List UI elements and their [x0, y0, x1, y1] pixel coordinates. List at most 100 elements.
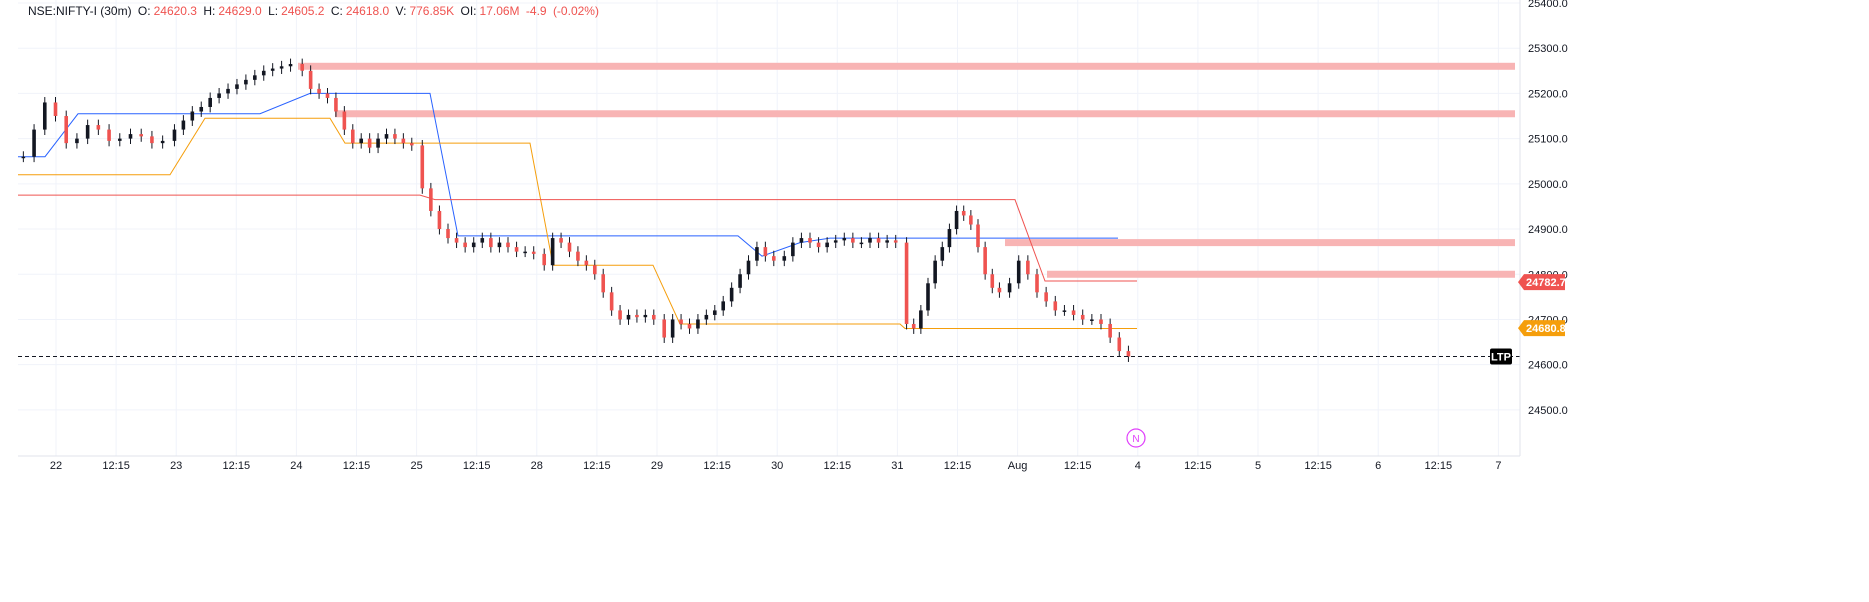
candle-body [150, 136, 154, 144]
candle-body [53, 102, 58, 117]
ltp-tag-label: LTP [1491, 352, 1511, 364]
change-percent: (-0.02%) [552, 4, 599, 18]
candle-body [317, 88, 321, 94]
price-axis[interactable]: 25400.0 25300.0 25200.0 25100.0 25000.0 24900… [1519, 0, 1568, 456]
candle-body [75, 138, 79, 144]
candle-body [584, 260, 589, 266]
time-tick-label: 12:15 [1184, 460, 1212, 472]
candle-body [687, 323, 692, 329]
close-label: C: [330, 4, 343, 18]
candle-body [954, 210, 959, 230]
candle-body [497, 242, 502, 248]
price-tick-label: 25200.0 [1528, 88, 1568, 100]
candle-body [643, 314, 648, 318]
candle-body [696, 319, 700, 329]
candle-body [384, 134, 389, 139]
price-tags: 24782.7 24680.8 LTP [1490, 274, 1566, 365]
candle-body [279, 66, 284, 69]
candles [21, 58, 1131, 362]
candle-body [208, 97, 212, 107]
red-level-line [18, 194, 1137, 282]
candle-body [876, 238, 881, 243]
candle-body [401, 138, 406, 144]
candle-body [376, 138, 380, 148]
change-value: -4.9 [525, 4, 547, 18]
candle-body [1044, 292, 1048, 302]
time-tick-label: 12:15 [463, 460, 491, 472]
candle-body [851, 238, 855, 243]
time-tick-label: 6 [1375, 460, 1381, 472]
candle-body [1126, 351, 1131, 357]
candle-body [704, 314, 709, 320]
candle-body [712, 310, 717, 315]
resistance-zone [335, 110, 1515, 118]
candle-body [1035, 274, 1039, 293]
candle-body [969, 215, 973, 225]
grid [18, 0, 1520, 456]
candle-body [911, 323, 916, 329]
time-axis[interactable]: 22 12:15 23 12:15 24 12:15 25 12:15 28 12:15 29 12:… [18, 455, 1520, 472]
volume-label: V: [395, 4, 407, 18]
time-tick-label: 4 [1135, 460, 1141, 472]
candle-body [1016, 260, 1021, 284]
candle-body [429, 188, 433, 211]
candle-body [226, 88, 230, 94]
candle-body [904, 242, 909, 324]
candle-body [454, 238, 459, 243]
candle-body [601, 274, 606, 293]
candle-body [799, 238, 804, 243]
indicator-lines [18, 92, 1137, 329]
candle-body [514, 247, 519, 252]
news-icon-label: N [1132, 434, 1139, 445]
candle-body [670, 319, 675, 338]
candle-body [32, 129, 36, 157]
candle-body [567, 242, 572, 252]
candle-body [626, 314, 631, 320]
high-label: H: [203, 4, 216, 18]
news-marker[interactable]: N [1126, 428, 1146, 448]
candle-body [350, 129, 355, 144]
low-label: L: [268, 4, 279, 18]
candle-body [1099, 319, 1103, 324]
candle-body [990, 274, 995, 288]
oi-label: OI: [460, 4, 477, 18]
candle-body [139, 134, 144, 137]
candle-body [782, 256, 787, 261]
time-tick-label: 7 [1495, 460, 1501, 472]
candle-body [523, 251, 527, 254]
candle-body [199, 106, 204, 112]
candle-body [300, 64, 305, 71]
candle-body [244, 79, 248, 85]
candle-body [261, 70, 266, 76]
candle-body [506, 242, 510, 248]
candle-body [919, 310, 923, 329]
candle-body [42, 102, 47, 130]
symbol-label[interactable]: NSE:NIFTY-I (30m) [28, 4, 132, 18]
candle-body [947, 229, 952, 248]
time-tick-label: 12:15 [343, 460, 371, 472]
price-tag-orange [1518, 320, 1565, 337]
candle-body [926, 283, 930, 311]
candle-body [635, 314, 639, 318]
time-tick-label: 31 [891, 460, 903, 472]
candle-body [1062, 310, 1067, 312]
candle-body [961, 210, 966, 216]
candle-body [868, 238, 872, 243]
close-value: 24618.0 [345, 4, 390, 18]
candle-body [893, 240, 898, 243]
candle-body [997, 287, 1002, 293]
candle-body [325, 93, 330, 98]
resistance-zone [1047, 270, 1515, 278]
time-tick-label: 12:15 [703, 460, 731, 472]
candle-body [21, 156, 26, 159]
candle-body [117, 138, 122, 141]
candle-body [859, 242, 864, 245]
candle-body [1053, 301, 1058, 311]
candle-body [842, 238, 847, 241]
candle-body [217, 93, 221, 98]
candle-body [592, 265, 597, 275]
time-tick-label: 12:15 [583, 460, 611, 472]
candle-body [1108, 323, 1112, 338]
price-tick-label: 25300.0 [1528, 43, 1568, 55]
